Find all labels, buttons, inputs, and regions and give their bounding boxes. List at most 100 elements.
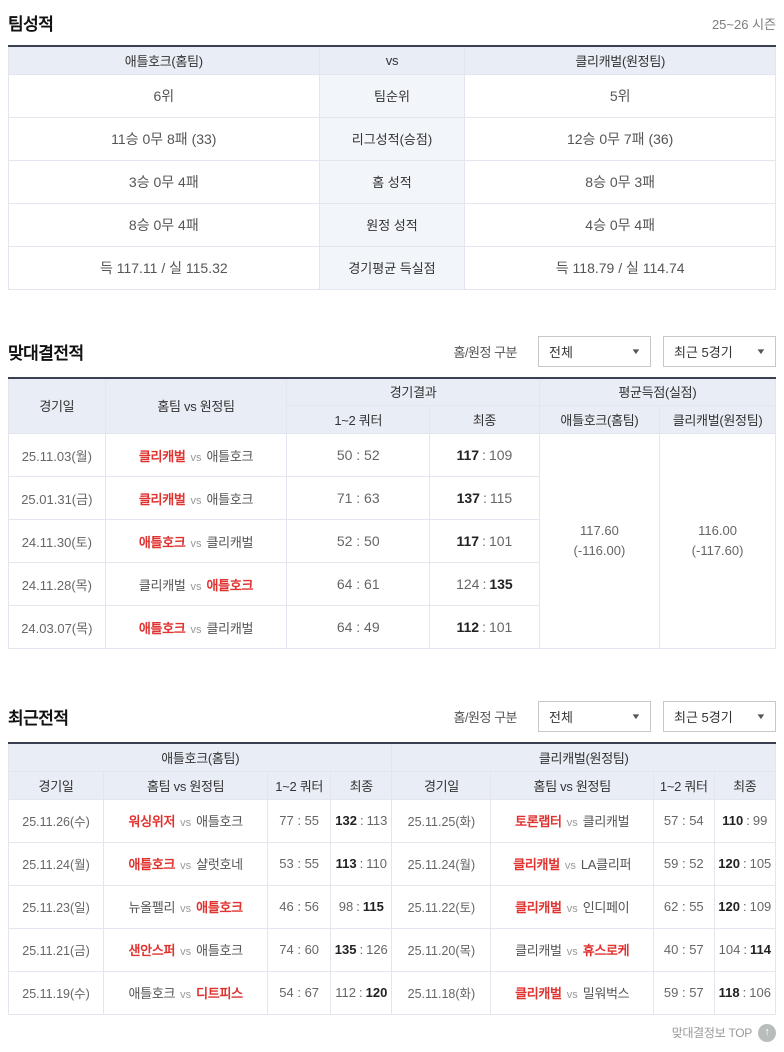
- final-score: 117:109: [429, 433, 540, 477]
- match-teams: 클리캐벌 vs 애틀호크: [104, 433, 288, 477]
- avg-points-away: 116.00: [698, 522, 737, 538]
- score-separator: :: [359, 813, 364, 828]
- score-separator: :: [482, 576, 487, 592]
- col-avg-away: 클리캐벌(원정팀): [659, 405, 776, 434]
- final-score: 120:105: [713, 841, 777, 886]
- final-home-score: 132: [335, 813, 357, 828]
- final-home-score: 124: [456, 576, 480, 592]
- score-separator: :: [742, 899, 747, 914]
- match-date: 25.11.24(월): [391, 841, 492, 886]
- quarter-score: 64 : 49: [286, 605, 431, 649]
- home-team-name: 클리캐벌: [515, 986, 562, 1001]
- col-quarter: 1~2 쿼터: [653, 770, 715, 800]
- scroll-top-label: 맞대결정보 TOP: [671, 1026, 753, 1040]
- final-score: 104:114: [713, 927, 777, 972]
- up-arrow-icon: ↑: [758, 1023, 776, 1042]
- match-teams: 클리캐벌 vs 휴스로케: [490, 927, 654, 972]
- home-team-name: 애틀호크: [138, 620, 186, 636]
- table-row: 25.11.26(수) 워싱위저 vs 애틀호크 77 : 55 132:113 2…: [7, 798, 777, 843]
- match-date: 25.11.21(금): [7, 927, 105, 972]
- home-team-name: 클리캐벌: [138, 448, 186, 464]
- table-header-row: 경기일 홈팀 vs 원정팀 경기결과 평균득점(실점): [8, 377, 777, 434]
- vs-label: vs: [190, 451, 202, 464]
- col-teams: 홈팀 vs 원정팀: [104, 377, 288, 434]
- avg-points-away-cell: 116.00 (-117.60): [659, 433, 776, 649]
- vs-label: vs: [564, 860, 576, 872]
- match-date: 24.03.07(목): [8, 605, 106, 649]
- final-score: 137:115: [429, 476, 540, 520]
- final-home-score: 98: [338, 899, 354, 914]
- score-separator: :: [482, 490, 487, 506]
- away-team-name: 애틀호크: [206, 577, 254, 593]
- quarter-score: 53 : 55: [267, 841, 332, 886]
- col-avg-group: 평균득점(실점): [538, 377, 777, 406]
- final-away-score: 99: [752, 813, 768, 828]
- score-separator: :: [482, 447, 486, 463]
- stat-label: 경기평균 득실점: [318, 245, 466, 290]
- vs-label: vs: [190, 494, 202, 507]
- match-teams: 토론랩터 vs 클리캐벌: [490, 798, 654, 843]
- match-teams: 뉴올펠리 vs 애틀호크: [103, 884, 269, 929]
- table-row: 24.11.28(목) 클리캐벌 vs 애틀호크 64 : 61 124:135: [8, 562, 776, 606]
- section-title-team-stats: 팀성적: [8, 15, 54, 34]
- avg-conceded-home: (-116.00): [573, 543, 626, 558]
- score-separator: :: [482, 533, 486, 549]
- col-final: 최종: [429, 405, 540, 434]
- quarter-score: 57 : 54: [653, 798, 715, 843]
- h2h-venue-filter-select[interactable]: 전체 ▼: [538, 335, 651, 367]
- score-separator: :: [482, 619, 486, 635]
- match-date: 24.11.28(목): [8, 562, 106, 606]
- team-stats-header: 팀성적 25~26 시즌: [8, 0, 776, 35]
- match-teams: 클리캐벌 vs 인디페이: [490, 884, 654, 929]
- match-date: 25.11.18(화): [391, 970, 492, 1015]
- venue-filter-label: 홈/원정 구분: [453, 710, 517, 725]
- h2h-venue-filter-value: 전체: [549, 344, 573, 360]
- section-title-recent: 최근전적: [8, 709, 69, 728]
- vs-label: vs: [190, 537, 202, 550]
- final-score: 110:99: [713, 798, 777, 843]
- recent-venue-filter-select[interactable]: 전체 ▼: [538, 701, 651, 732]
- vs-label: vs: [180, 860, 192, 872]
- match-date: 25.11.24(월): [7, 841, 105, 886]
- stat-label: 홈 성적: [318, 159, 466, 204]
- final-away-score: 109: [749, 899, 772, 914]
- final-away-score: 135: [489, 576, 513, 592]
- table-header-row: 애틀호크(홈팀) 클리캐벌(원정팀): [7, 742, 776, 772]
- col-teams: 홈팀 vs 원정팀: [103, 770, 269, 800]
- match-date: 25.11.03(월): [8, 433, 106, 477]
- vs-label: vs: [566, 946, 578, 958]
- table-row: 25.11.03(월) 클리캐벌 vs 애틀호크 50 : 52 117:109 1…: [8, 433, 776, 649]
- home-away-record: 8승 0무 4패: [8, 202, 320, 247]
- h2h-range-filter-select[interactable]: 최근 5경기 ▼: [663, 335, 776, 367]
- chevron-down-icon: ▼: [755, 346, 767, 356]
- final-away-score: 101: [488, 619, 513, 635]
- recent-range-filter-select[interactable]: 최근 5경기 ▼: [663, 701, 776, 732]
- score-separator: :: [742, 856, 747, 871]
- col-date: 경기일: [391, 770, 492, 800]
- quarter-score: 40 : 57: [653, 927, 715, 972]
- final-away-score: 105: [749, 856, 772, 871]
- away-team-name: 클리캐벌: [206, 534, 254, 550]
- final-home-score: 117: [456, 533, 480, 549]
- vs-label: vs: [190, 580, 202, 593]
- home-team-name: 클리캐벌: [138, 491, 186, 507]
- away-team-name: 인디페이: [582, 900, 630, 915]
- final-away-score: 109: [488, 447, 513, 463]
- table-row: 3승 0무 4패 홈 성적 8승 0무 3패: [8, 159, 776, 204]
- final-away-score: 114: [749, 942, 771, 957]
- match-date: 25.11.26(수): [7, 798, 105, 843]
- table-header-row: 애틀호크(홈팀) vs 클리캐벌(원정팀): [8, 45, 776, 75]
- final-home-score: 118: [718, 985, 740, 1000]
- quarter-score: 59 : 57: [653, 970, 715, 1015]
- away-team-name: 클리캐벌: [206, 620, 254, 636]
- quarter-score: 54 : 67: [267, 970, 332, 1015]
- table-header-row: 1~2 쿼터 최종 애틀호크(홈팀) 클리캐벌(원정팀): [9, 405, 776, 434]
- scroll-top-button[interactable]: 맞대결정보 TOP ↑: [8, 1023, 776, 1042]
- recent-filter-controls: 홈/원정 구분 전체 ▼ 최근 5경기 ▼: [453, 701, 776, 732]
- away-team-name: 디트피스: [196, 986, 243, 1001]
- match-teams: 애틀호크 vs 샬럿호네: [103, 841, 269, 886]
- avg-points-home: 117.60: [580, 522, 619, 538]
- table-row: 25.11.24(월) 애틀호크 vs 샬럿호네 53 : 55 113:110 2…: [7, 841, 777, 886]
- vs-label: vs: [180, 817, 192, 829]
- final-score: 118:106: [713, 970, 777, 1015]
